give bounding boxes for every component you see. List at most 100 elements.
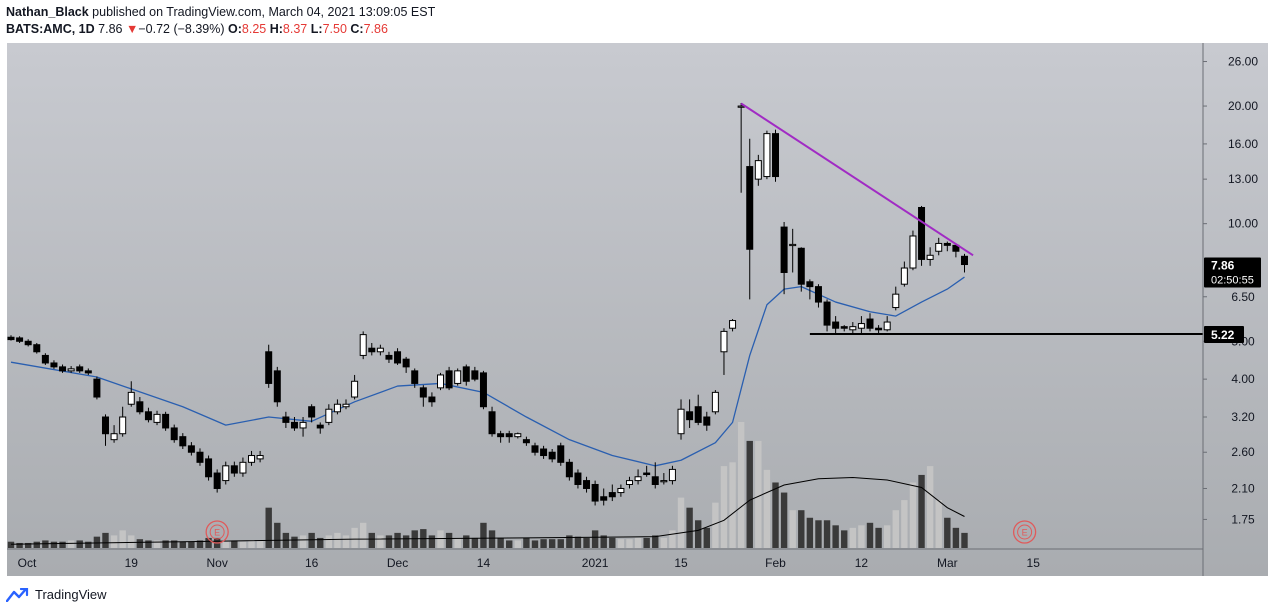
volume-bar <box>832 525 839 548</box>
candle-body-down <box>522 439 530 444</box>
volume-bar <box>626 539 633 548</box>
candle-body-up <box>900 267 908 285</box>
candle <box>411 368 419 388</box>
candle <box>540 445 548 459</box>
support-price-value: 5.22 <box>1211 328 1235 342</box>
candle <box>608 484 616 502</box>
x-tick-label: 15 <box>1027 556 1041 570</box>
candle-body-up <box>333 403 341 413</box>
volume-bar <box>548 539 556 548</box>
candle <box>866 313 874 332</box>
candle-body-down <box>643 472 651 476</box>
volume-bar <box>677 497 685 548</box>
last-price-tag-bg <box>1204 257 1261 288</box>
candle-body-up <box>617 487 625 494</box>
volume-bar <box>892 510 899 548</box>
volume-bar <box>342 535 350 548</box>
candle <box>703 411 711 431</box>
volume-bar <box>128 535 135 548</box>
volume-bar <box>33 541 40 548</box>
open-label: O: <box>228 22 242 36</box>
candle-body-down <box>76 366 84 372</box>
volume-bar <box>110 535 118 548</box>
high-value: 8.37 <box>282 22 308 36</box>
candle-body-down <box>93 378 101 398</box>
candle-body-down <box>282 416 290 423</box>
candle <box>797 247 805 292</box>
candle <box>110 425 118 443</box>
volume-bar <box>359 522 367 548</box>
candle <box>643 465 651 477</box>
volume-bar <box>514 540 522 548</box>
volume-bar <box>16 542 23 548</box>
candle <box>385 351 393 363</box>
candle-body-down <box>840 326 848 329</box>
volume-bar <box>660 537 668 548</box>
candle <box>746 138 754 300</box>
candle-body-down <box>548 451 556 460</box>
volume-bar <box>136 539 144 548</box>
candle <box>59 364 67 373</box>
volume-bar <box>600 535 607 548</box>
footer: TradingView <box>6 587 107 602</box>
volume-bar <box>437 530 444 548</box>
candle <box>840 325 848 332</box>
volume-bar <box>196 540 204 548</box>
volume-bar <box>24 542 32 548</box>
brand-name[interactable]: TradingView <box>35 587 107 602</box>
candle-body-up <box>127 391 135 405</box>
volume-bar <box>643 537 650 548</box>
volume-bar <box>566 535 573 548</box>
candle-body-up <box>119 416 127 435</box>
volume-bar <box>308 532 315 548</box>
volume-bar <box>153 540 161 548</box>
volume-bar <box>866 522 874 548</box>
candle <box>437 372 444 391</box>
candle <box>471 366 479 382</box>
candle <box>960 253 968 273</box>
volume-bar <box>265 507 272 548</box>
candle-body-down <box>205 458 213 478</box>
candle <box>144 407 152 423</box>
candle <box>686 399 694 428</box>
candle-body-up <box>153 413 161 423</box>
candle <box>625 476 633 489</box>
volume-bar <box>188 541 195 548</box>
y-tick-label: 2.60 <box>1231 445 1255 459</box>
volume-bar <box>703 527 710 548</box>
volume-bar <box>557 539 564 548</box>
candle <box>583 476 591 493</box>
candle-body-down <box>943 242 951 246</box>
candle <box>7 335 15 341</box>
volume-bar <box>76 540 83 548</box>
candle-body-up <box>720 330 728 353</box>
x-tick-label: 19 <box>125 556 139 570</box>
x-tick-label: 16 <box>305 556 319 570</box>
candle-body-down <box>875 327 883 331</box>
volume-bar <box>617 539 625 548</box>
earnings-marker-core <box>209 524 225 540</box>
earnings-marker: E <box>1012 520 1037 544</box>
volume-ma <box>10 476 965 545</box>
candle-body-down <box>686 411 694 421</box>
candle <box>814 284 822 308</box>
volume-bar <box>119 530 126 548</box>
volume-bar <box>7 541 15 548</box>
candle <box>943 241 951 252</box>
candle-body-up <box>239 461 247 474</box>
volume-bar <box>42 540 49 548</box>
candle-body-down <box>832 321 840 329</box>
candle-body-down <box>196 451 204 463</box>
volume-bar <box>299 535 307 548</box>
countdown-timer: 02:50:55 <box>1211 275 1254 287</box>
y-tick-label: 13.00 <box>1228 172 1258 186</box>
symbol-label: BATS:AMC, 1D <box>6 22 95 36</box>
author-name[interactable]: Nathan_Black <box>6 5 89 19</box>
candle-body-down <box>213 472 221 489</box>
volume-bar <box>205 537 212 548</box>
volume-bar <box>463 535 470 548</box>
candle-body-up <box>67 368 75 372</box>
volume-bar <box>609 537 616 548</box>
